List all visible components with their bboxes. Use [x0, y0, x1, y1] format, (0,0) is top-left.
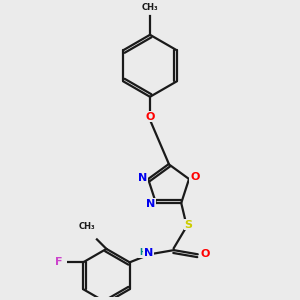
Text: CH₃: CH₃: [78, 223, 95, 232]
Text: CH₃: CH₃: [142, 3, 158, 12]
Text: O: O: [145, 112, 155, 122]
Text: O: O: [190, 172, 200, 182]
Text: H: H: [139, 248, 146, 257]
Text: S: S: [185, 220, 193, 230]
Text: N: N: [146, 199, 155, 209]
Text: N: N: [143, 248, 153, 258]
Text: F: F: [56, 257, 63, 267]
Text: N: N: [138, 173, 147, 183]
Text: O: O: [200, 249, 210, 259]
